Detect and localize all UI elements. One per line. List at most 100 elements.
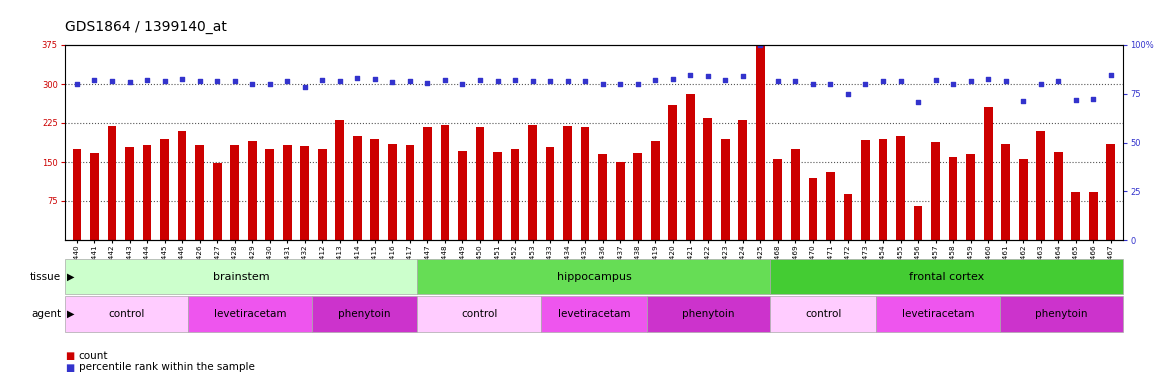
Bar [686, 94, 695, 240]
Bar [770, 296, 876, 332]
Point [751, 42, 770, 48]
Point [348, 75, 367, 81]
Text: phenytoin: phenytoin [339, 309, 390, 319]
Bar [417, 296, 541, 332]
Bar [318, 149, 327, 240]
Text: levetiracetam: levetiracetam [902, 309, 974, 319]
Bar [581, 127, 589, 240]
Bar [423, 127, 432, 240]
Point [716, 77, 735, 83]
Text: levetiracetam: levetiracetam [557, 309, 630, 319]
Text: control: control [461, 309, 497, 319]
Bar [283, 145, 292, 240]
Point [278, 78, 296, 84]
Bar [493, 152, 502, 240]
Bar [774, 159, 782, 240]
Point [155, 78, 174, 84]
Bar [931, 142, 940, 240]
Bar [510, 149, 520, 240]
Point [435, 77, 454, 83]
Text: count: count [79, 351, 108, 361]
Bar [878, 139, 888, 240]
Point [803, 81, 822, 87]
Point [593, 81, 612, 87]
Point [330, 78, 349, 84]
Bar [721, 139, 729, 240]
Bar [634, 153, 642, 240]
Text: phenytoin: phenytoin [1035, 309, 1088, 319]
Point [208, 78, 227, 84]
Point [138, 77, 156, 83]
Bar [650, 141, 660, 240]
Bar [647, 296, 770, 332]
Point [996, 78, 1015, 84]
Point [681, 72, 700, 78]
Point [470, 77, 489, 83]
Bar [91, 153, 99, 240]
Bar [739, 120, 747, 240]
Bar [312, 296, 417, 332]
Bar [125, 147, 134, 240]
Point [1102, 72, 1121, 78]
Point [559, 78, 577, 84]
Point [1049, 78, 1068, 84]
Point [67, 81, 86, 87]
Bar [541, 296, 647, 332]
Text: ▶: ▶ [67, 272, 74, 282]
Point [85, 77, 103, 83]
Text: ■: ■ [65, 351, 74, 361]
Bar [1018, 159, 1028, 240]
Point [488, 78, 507, 84]
Bar [475, 127, 485, 240]
Point [226, 78, 245, 84]
Bar [248, 141, 256, 240]
Bar [178, 131, 187, 240]
Point [295, 84, 314, 90]
Point [646, 77, 664, 83]
Bar [546, 147, 554, 240]
Bar [73, 149, 81, 240]
Bar [188, 296, 312, 332]
Point [102, 78, 121, 84]
Text: frontal cortex: frontal cortex [909, 272, 984, 282]
Bar [230, 146, 239, 240]
Point [1084, 96, 1103, 102]
Point [417, 80, 436, 86]
Point [610, 81, 629, 87]
Bar [459, 150, 467, 240]
Bar [335, 120, 345, 240]
Point [768, 78, 787, 84]
Bar [896, 136, 904, 240]
Text: hippocampus: hippocampus [556, 272, 632, 282]
Bar [843, 194, 853, 240]
Point [242, 81, 261, 87]
Point [1014, 98, 1033, 104]
Point [506, 77, 524, 83]
Text: phenytoin: phenytoin [682, 309, 735, 319]
Bar [142, 146, 152, 240]
Point [874, 78, 893, 84]
Bar [441, 124, 449, 240]
Bar [65, 259, 417, 294]
Bar [756, 45, 764, 240]
Point [260, 81, 279, 87]
Text: tissue: tissue [31, 272, 61, 282]
Point [821, 81, 840, 87]
Text: agent: agent [31, 309, 61, 319]
Point [576, 78, 595, 84]
Text: brainstem: brainstem [213, 272, 269, 282]
Text: control: control [806, 309, 841, 319]
Point [786, 78, 804, 84]
Text: ■: ■ [65, 363, 74, 372]
Point [978, 76, 997, 82]
Point [120, 80, 139, 86]
Bar [1054, 152, 1063, 240]
Bar [703, 118, 713, 240]
Bar [300, 146, 309, 240]
Bar [195, 146, 203, 240]
Text: percentile rank within the sample: percentile rank within the sample [79, 363, 255, 372]
Bar [949, 157, 957, 240]
Bar [1107, 144, 1115, 240]
Bar [1000, 296, 1123, 332]
Point [401, 78, 420, 84]
